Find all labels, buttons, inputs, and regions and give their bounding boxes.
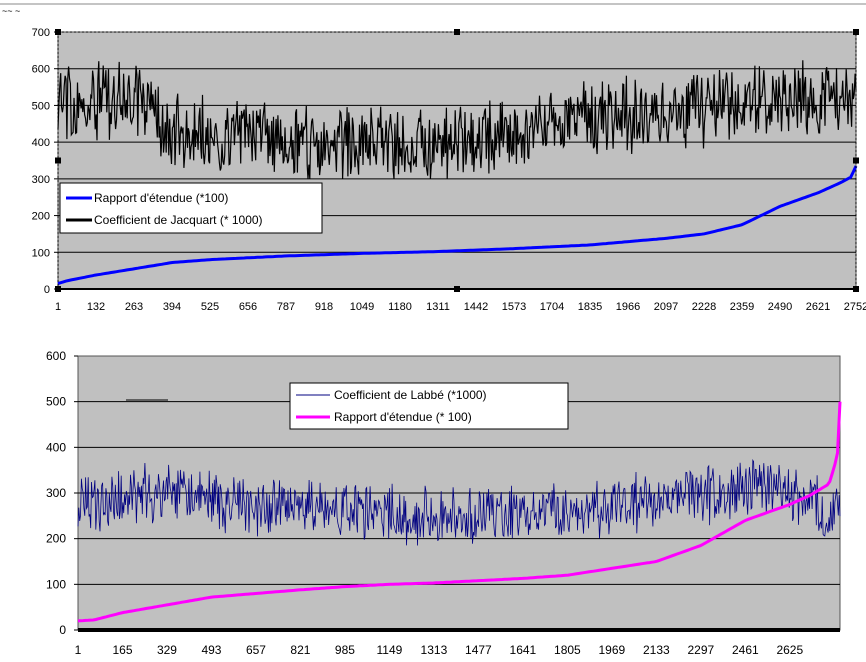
x-tick-label: 1049 xyxy=(350,301,374,313)
x-tick-label: 2625 xyxy=(776,643,803,657)
series-line-0 xyxy=(77,459,841,546)
x-tick-label: 821 xyxy=(290,643,310,657)
chart-jacquart: 0 100 200 300 400 500 600 700 1 132 263 394 525 656 7… xyxy=(32,27,866,313)
chart2-y-tick-labels: 0 100 200 300 400 500 600 xyxy=(46,349,66,637)
x-tick-label: 2359 xyxy=(730,301,754,313)
x-tick-label: 2133 xyxy=(643,643,670,657)
selection-handle[interactable] xyxy=(853,286,859,292)
chart1-y-tick-labels: 0 100 200 300 400 500 600 700 xyxy=(32,27,50,296)
x-tick-label: 1805 xyxy=(554,643,581,657)
chart1-selection-handles[interactable] xyxy=(55,29,859,292)
y-tick-label: 600 xyxy=(46,349,66,363)
x-tick-label: 918 xyxy=(315,301,333,313)
x-tick-label: 2490 xyxy=(768,301,792,313)
x-tick-label: 2752 xyxy=(844,301,866,313)
x-tick-label: 1641 xyxy=(510,643,537,657)
x-tick-label: 493 xyxy=(201,643,221,657)
x-tick-label: 165 xyxy=(112,643,132,657)
x-tick-label: 1180 xyxy=(388,301,412,313)
x-tick-label: 2621 xyxy=(806,301,830,313)
y-tick-label: 0 xyxy=(44,284,50,296)
x-tick-label: 2228 xyxy=(692,301,716,313)
x-tick-label: 2461 xyxy=(732,643,759,657)
chart1-legend-label-rapport: Rapport d'étendue (*100) xyxy=(94,191,228,205)
x-tick-label: 1477 xyxy=(465,643,492,657)
y-tick-label: 0 xyxy=(59,623,66,637)
selection-handle[interactable] xyxy=(454,29,460,35)
y-tick-label: 500 xyxy=(32,100,50,112)
x-tick-label: 1149 xyxy=(377,643,403,657)
x-tick-label: 2097 xyxy=(654,301,678,313)
x-tick-label: 1835 xyxy=(578,301,602,313)
chart2-x-tick-labels: 1 165 329 493 657 821 985 1149 1313 1477 1641 1805 1… xyxy=(75,643,804,657)
y-tick-label: 100 xyxy=(46,577,66,591)
x-tick-label: 1442 xyxy=(464,301,488,313)
chart2-series xyxy=(77,401,842,632)
x-tick-label: 1573 xyxy=(502,301,526,313)
x-tick-label: 1 xyxy=(75,643,82,657)
x-tick-label: 787 xyxy=(277,301,295,313)
y-tick-label: 700 xyxy=(32,27,50,39)
chart1-x-tick-labels: 1 132 263 394 525 656 787 918 1049 1180 1311 1442 15… xyxy=(55,301,866,313)
y-tick-label: 200 xyxy=(32,211,50,223)
x-tick-label: 263 xyxy=(125,301,143,313)
series-line-1 xyxy=(57,60,857,179)
selection-outline xyxy=(57,31,857,290)
x-tick-label: 525 xyxy=(201,301,219,313)
x-tick-label: 985 xyxy=(335,643,355,657)
y-tick-label: 600 xyxy=(32,64,50,76)
chart1-legend-box xyxy=(59,182,323,234)
x-tick-label: 1313 xyxy=(421,643,448,657)
x-tick-label: 329 xyxy=(157,643,177,657)
x-tick-label: 1966 xyxy=(616,301,640,313)
x-tick-label: 656 xyxy=(239,301,257,313)
series-line-0 xyxy=(57,165,858,285)
x-tick-label: 1311 xyxy=(426,301,450,313)
chart2-legend-label-rapport: Rapport d'étendue (* 100) xyxy=(334,410,472,424)
chart2-legend-box xyxy=(289,382,569,430)
y-tick-label: 300 xyxy=(32,174,50,186)
x-tick-label: 1 xyxy=(55,301,61,313)
chart2-legend[interactable]: Coefficient de Labbé (*1000) Rapport d'é… xyxy=(289,382,569,430)
y-tick-label: 200 xyxy=(46,532,66,546)
x-tick-label: 657 xyxy=(246,643,266,657)
x-tick-label: 1704 xyxy=(540,301,564,313)
y-tick-label: 300 xyxy=(46,486,66,500)
y-tick-label: 400 xyxy=(32,137,50,149)
x-tick-label: 2297 xyxy=(687,643,714,657)
y-tick-label: 400 xyxy=(46,440,66,454)
x-tick-label: 394 xyxy=(163,301,181,313)
chart2-legend-label-labbe: Coefficient de Labbé (*1000) xyxy=(334,388,487,402)
y-tick-label: 500 xyxy=(46,395,66,409)
corner-label: ~~ ~ xyxy=(2,6,20,16)
series-line-1 xyxy=(77,401,842,623)
selection-handle[interactable] xyxy=(853,157,859,164)
x-tick-label: 132 xyxy=(87,301,105,313)
chart1-legend[interactable]: Rapport d'étendue (*100) Coefficient de … xyxy=(59,182,323,234)
y-tick-label: 100 xyxy=(32,247,50,259)
x-tick-label: 1969 xyxy=(599,643,626,657)
chart1-legend-label-jacquart: Coefficient de Jacquart (* 1000) xyxy=(94,213,263,227)
